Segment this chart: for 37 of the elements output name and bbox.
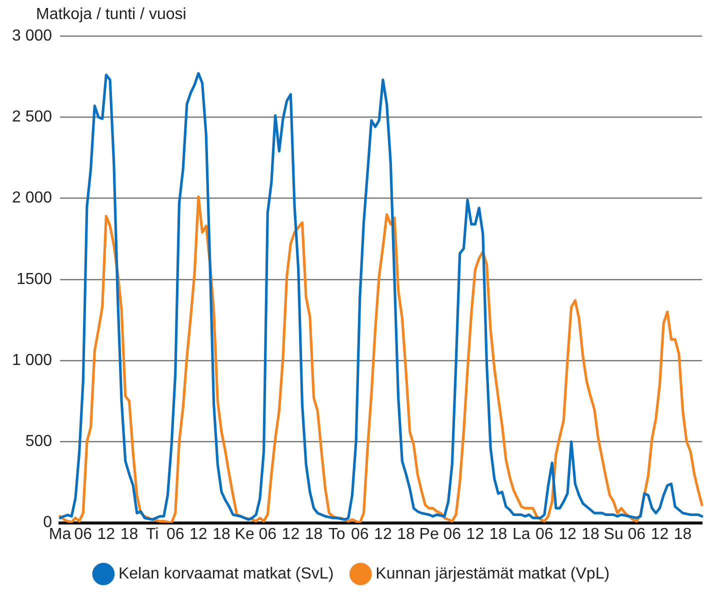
x-tick-label: Su: [604, 526, 624, 543]
x-tick-label: 06: [166, 526, 184, 543]
x-tick-label: 18: [304, 526, 323, 543]
x-tick-label: 06: [258, 526, 277, 543]
x-tick-label: 18: [397, 526, 416, 543]
x-tick-label: Ke: [234, 526, 254, 543]
y-axis-title: Matkoja / tunti / vuosi: [36, 6, 186, 24]
y-tick-label: 500: [25, 433, 52, 450]
x-tick-label: 06: [443, 526, 462, 543]
x-tick-label: Pe: [419, 526, 439, 543]
legend-label: Kelan korvaamat matkat (SvL): [118, 565, 334, 582]
x-tick-label: 12: [97, 526, 116, 543]
x-tick-label: 06: [535, 526, 554, 543]
legend-label: Kunnan järjestämät matkat (VpL): [376, 565, 610, 582]
x-tick-label: 12: [282, 526, 300, 543]
x-tick-label: 12: [558, 526, 576, 543]
y-tick-label: 1500: [16, 270, 52, 288]
x-tick-label: 18: [212, 526, 230, 543]
x-tick-label: 06: [74, 526, 92, 543]
y-tick-label: 2 500: [12, 108, 52, 126]
x-tick-label: 12: [650, 526, 669, 543]
y-tick-label: 2 000: [12, 190, 52, 207]
x-tick-label: 06: [628, 526, 646, 543]
x-tick-label: Ma: [48, 526, 72, 543]
x-tick-label: Ti: [146, 526, 159, 543]
x-tick-label: 18: [489, 526, 508, 543]
y-tick-label: 3 000: [12, 27, 52, 44]
x-tick-label: 06: [350, 526, 369, 543]
x-tick-label: To: [328, 526, 346, 543]
x-tick-label: 12: [466, 526, 484, 543]
x-tick-label: 18: [582, 526, 600, 543]
y-tick-label: 1 000: [12, 352, 52, 369]
x-tick-label: 18: [674, 526, 692, 543]
x-tick-label: 18: [120, 526, 138, 543]
x-tick-label: La: [512, 526, 530, 543]
x-tick-label: 12: [190, 526, 208, 543]
x-tick-label: 12: [374, 526, 392, 543]
